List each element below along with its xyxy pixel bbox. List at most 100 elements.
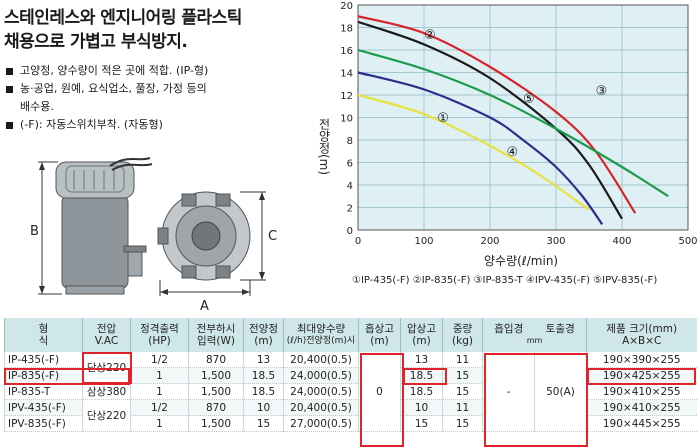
header-input: 전부하시 입력(W) <box>188 318 244 352</box>
table-row: IP-435(-F) 단상220 1/2 870 13 20,400(0.5) … <box>4 352 697 432</box>
cell-hp: 1 <box>130 415 189 432</box>
chart-series <box>357 15 669 226</box>
cell-voltage: 단상220 <box>82 352 131 384</box>
title-line-1: 스테인레스와 엔지니어링 플라스틱 <box>4 8 242 28</box>
cell-weight: 11 <box>442 352 483 368</box>
bullet-square-icon <box>6 122 13 129</box>
y-tick-label: 18 <box>340 24 353 35</box>
chart-curve-labels: ① ② ③ ④ ⑤ <box>424 28 607 160</box>
chart-legend: ①IP-435(-F) ②IP-835(-F) ③IP-835-T ④IPV-4… <box>352 275 657 286</box>
curve-label-4: ④ <box>507 145 519 160</box>
y-tick-label: 6 <box>347 159 353 170</box>
cell-suction-bore: - <box>482 352 535 432</box>
cell-hp: 1 <box>130 367 189 384</box>
x-tick-label: 300 <box>546 236 565 247</box>
dimension-c-label: C <box>268 229 277 244</box>
cell-size: 190×410×255 <box>586 399 697 416</box>
cell-model: IP-435(-F) <box>4 352 83 368</box>
cell-watt: 1,500 <box>188 383 244 400</box>
feature-list: 고양정, 양수량이 적은 곳에 적합. (IP-형) 농·공업, 원예, 요식업… <box>6 62 311 134</box>
x-axis-title: 양수량(ℓ/min) <box>484 254 558 268</box>
cell-watt: 870 <box>188 399 244 416</box>
pump-top-view <box>157 191 251 281</box>
series-line-4 <box>357 93 590 211</box>
x-tick-label: 500 <box>678 236 697 247</box>
feature-item: 농·공업, 원예, 요식업소, 풀장, 가정 등의 <box>6 80 311 98</box>
pump-dimension-drawing: B C A <box>30 157 277 314</box>
cell-lift: 18.5 <box>400 367 443 384</box>
header-total-head: 전양정 (m) <box>243 318 284 352</box>
feature-item: 고양정, 양수량이 적은 곳에 적합. (IP-형) <box>6 62 311 80</box>
x-tick-label: 400 <box>612 236 631 247</box>
feature-continuation: 배수용. <box>20 100 54 113</box>
cell-flow: 20,400(0.5) <box>283 352 359 368</box>
cell-model: IP-835-T <box>4 383 83 400</box>
y-tick-label: 2 <box>347 204 353 215</box>
cell-suction-height: 0 <box>358 352 401 432</box>
feature-text: 농·공업, 원예, 요식업소, 풀장, 가정 등의 <box>20 82 207 95</box>
table-row: IP-835(-F) 1 1,500 18.5 24,000(0.5) 18.5… <box>4 367 697 384</box>
cell-lift: 10 <box>400 399 443 416</box>
header-voltage: 전압 V.AC <box>82 318 131 352</box>
header-size: 제품 크기(mm) A×B×C <box>586 318 697 352</box>
y-tick-label: 14 <box>340 69 353 80</box>
y-tick-label: 20 <box>340 1 353 12</box>
series-line-3 <box>357 15 637 214</box>
y-tick-label: 8 <box>347 136 353 147</box>
cell-flow: 24,000(0.5) <box>283 367 359 384</box>
cell-watt: 870 <box>188 352 244 368</box>
y-tick-label: 0 <box>347 226 353 237</box>
series-line-1 <box>357 71 604 226</box>
cell-watt: 1,500 <box>188 415 244 432</box>
title-line-2: 채용으로 가볍고 부식방지. <box>4 32 188 52</box>
cell-head: 10 <box>243 399 284 416</box>
cell-weight: 15 <box>442 367 483 384</box>
cell-head: 18.5 <box>243 367 284 384</box>
series-line-2 <box>357 20 623 220</box>
cell-model: IP-835(-F) <box>4 367 83 384</box>
dimension-c: C <box>240 191 277 281</box>
cell-voltage: 단상220 <box>82 399 131 432</box>
feature-item: (-F): 자동스위치부착. (자동형) <box>6 116 311 134</box>
cell-head: 15 <box>243 415 284 432</box>
header-max-flow: 최대양수량 (ℓ/h)전양정(m)시 <box>283 318 359 352</box>
cell-weight: 11 <box>442 399 483 416</box>
header-rated-output: 정격출력 (HP) <box>130 318 189 352</box>
cell-head: 18.5 <box>243 383 284 400</box>
cell-lift: 18.5 <box>400 383 443 400</box>
cell-voltage: 삼상380 <box>82 383 131 400</box>
dimension-a-label: A <box>200 299 209 314</box>
feature-text: 고양정, 양수량이 적은 곳에 적합. (IP-형) <box>20 64 209 77</box>
cell-size: 190×445×255 <box>586 415 697 432</box>
dimension-b-label: B <box>30 224 39 239</box>
y-tick-label: 16 <box>340 46 353 57</box>
x-tick-label: 0 <box>355 236 361 247</box>
curve-label-5: ⑤ <box>523 92 535 107</box>
series-line-5 <box>357 48 669 198</box>
pump-side-view <box>55 157 153 295</box>
cell-watt: 1,500 <box>188 367 244 384</box>
curve-label-3: ③ <box>596 84 608 99</box>
dimension-b: B <box>30 161 62 295</box>
cell-model: IPV-835(-F) <box>4 415 83 432</box>
cell-weight: 15 <box>442 415 483 432</box>
header-bores: 흡입경 토출경 mm <box>482 318 587 352</box>
y-tick-label: 4 <box>347 181 353 192</box>
cell-size: 190×410×255 <box>586 383 697 400</box>
y-tick-label: 12 <box>340 91 353 102</box>
bullet-square-icon <box>6 86 13 93</box>
y-axis-title: 전양정(m) <box>317 118 331 176</box>
curve-label-2: ② <box>424 28 436 43</box>
bullet-square-icon <box>6 68 13 75</box>
cell-lift: 13 <box>400 352 443 368</box>
cell-flow: 24,000(0.5) <box>283 383 359 400</box>
dimension-a: A <box>159 280 251 314</box>
header-weight: 중량 (kg) <box>442 318 483 352</box>
cell-size: 190×425×255 <box>586 367 697 384</box>
table-row: IP-835-T 삼상380 1 1,500 18.5 24,000(0.5) … <box>4 383 697 400</box>
x-tick-label: 100 <box>414 236 433 247</box>
